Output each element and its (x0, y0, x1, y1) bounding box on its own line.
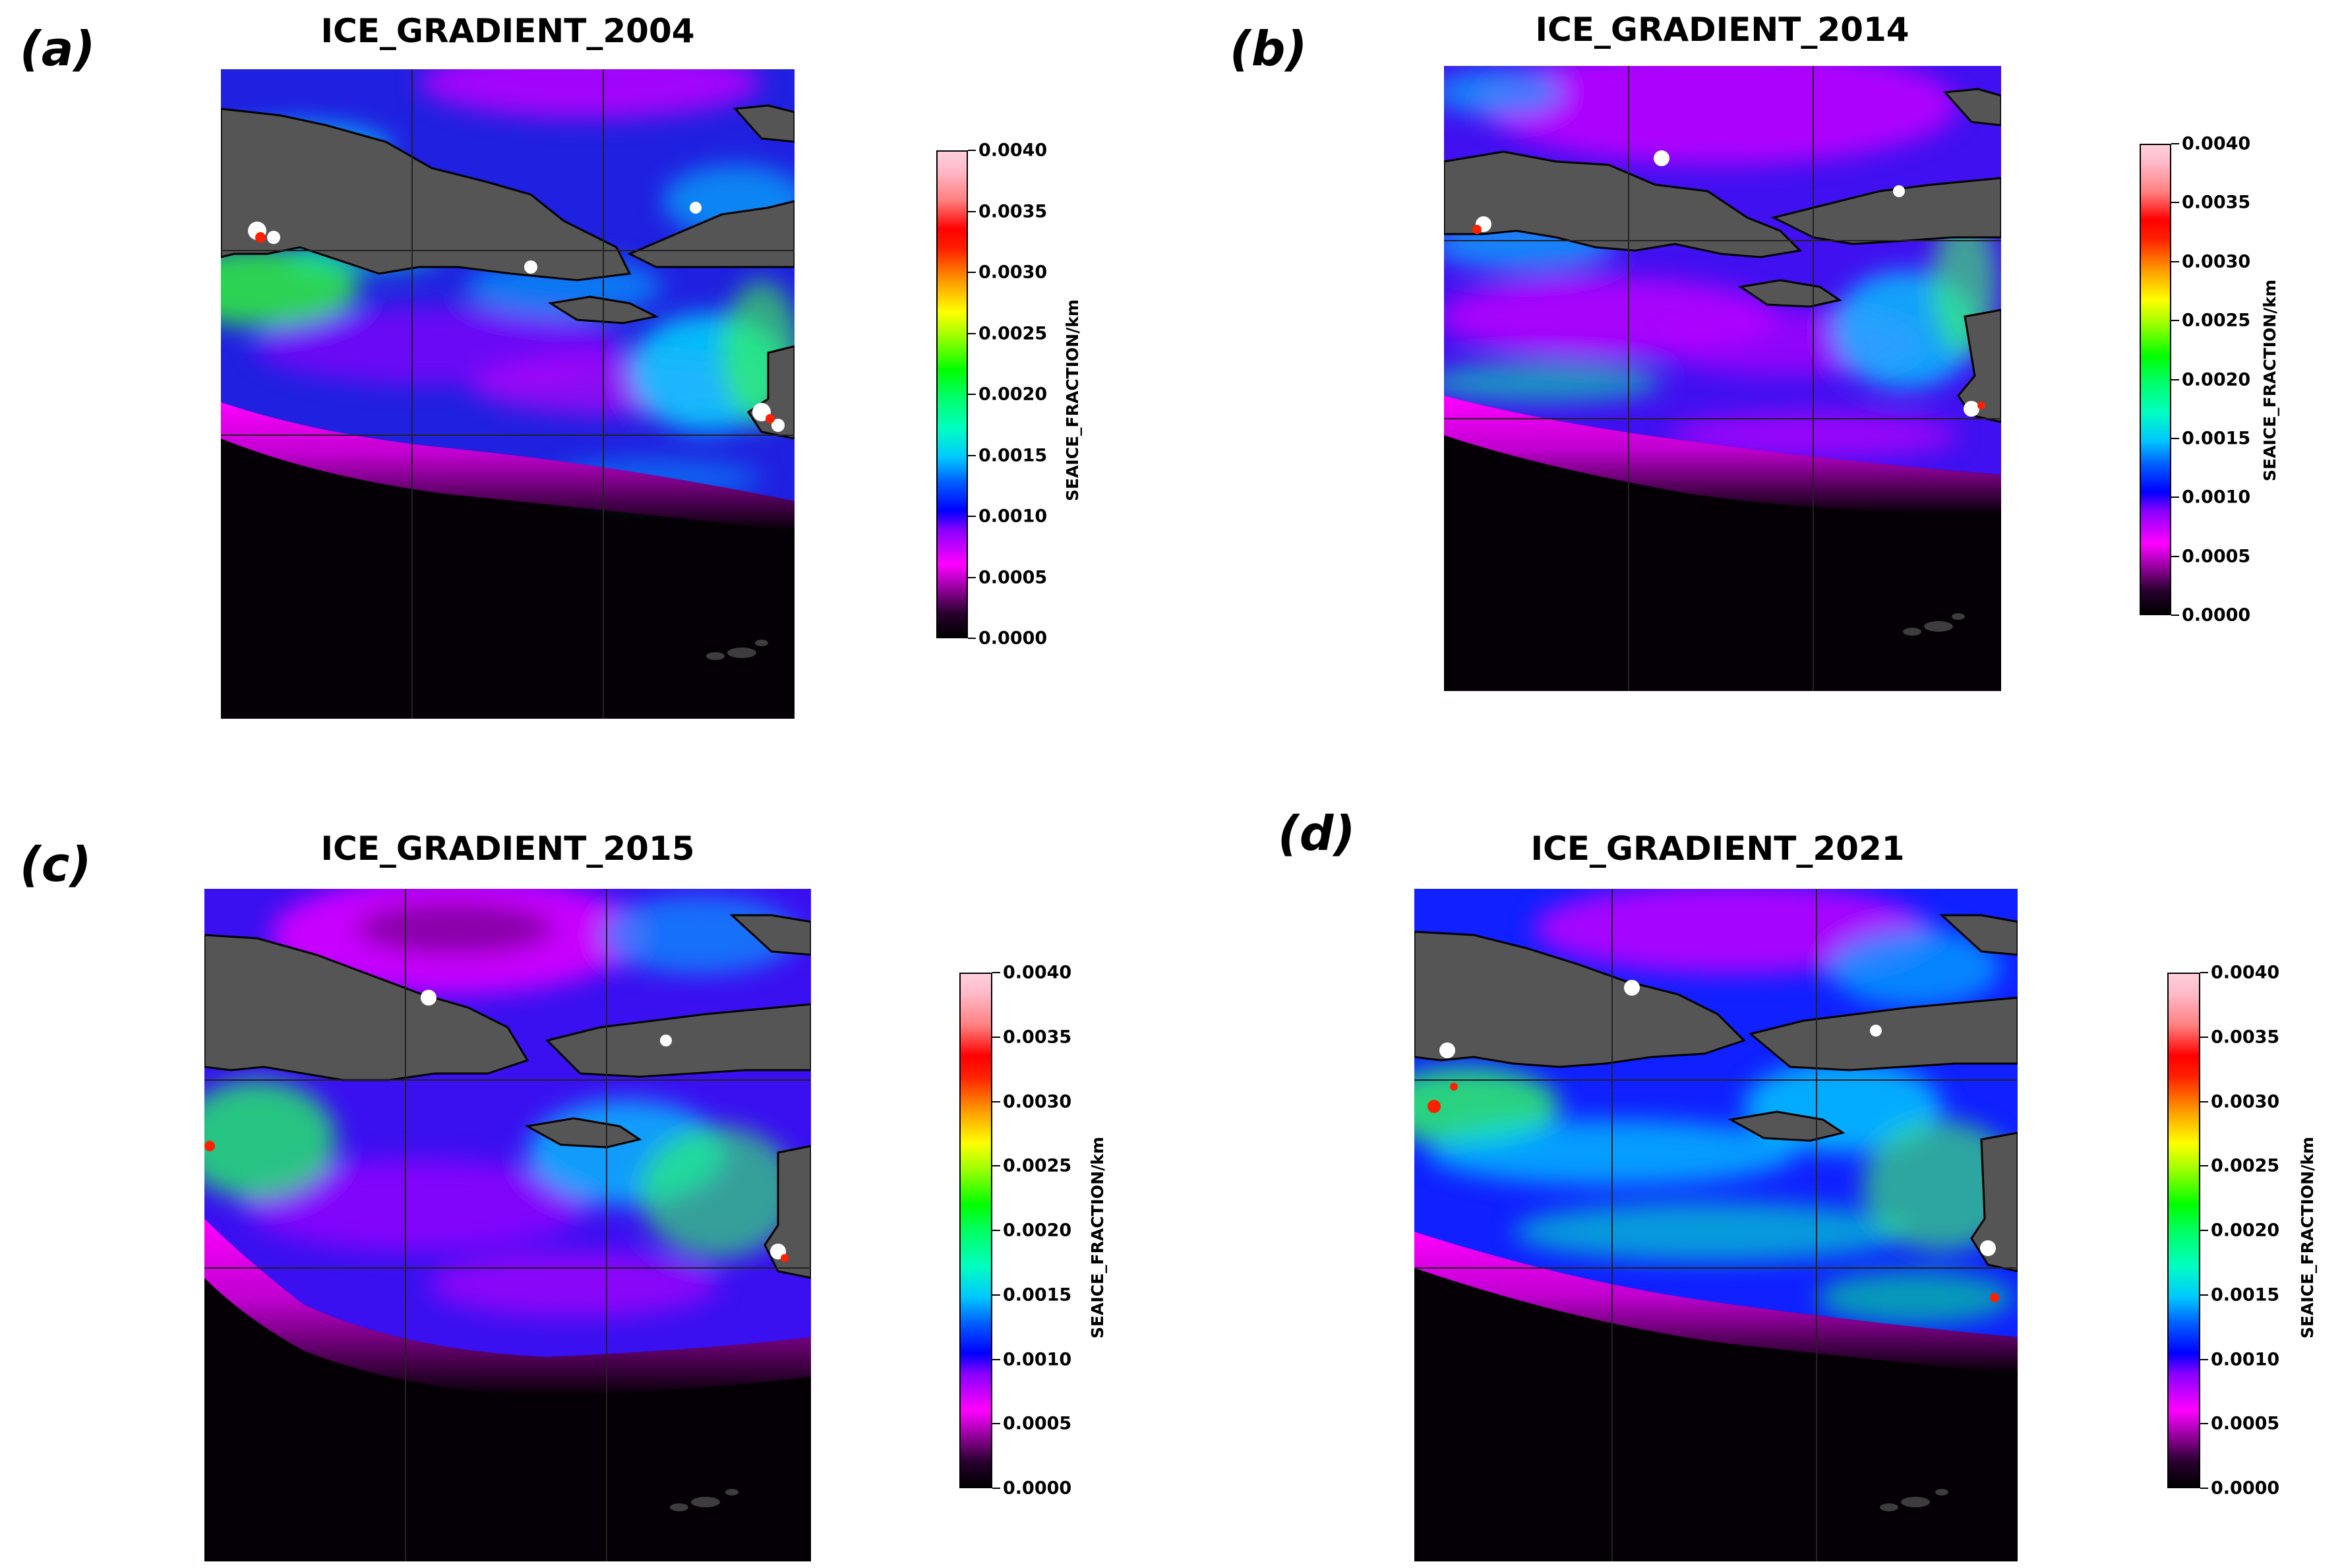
colorbar-tick-label-c-8: 0.0040 (1003, 962, 1072, 983)
colorbar-tick-d-6 (2200, 1101, 2208, 1102)
colorbar-tick-label-c-5: 0.0025 (1003, 1155, 1072, 1176)
colorbar-tick-c-4 (992, 1230, 1000, 1231)
ice-gradient-field-c (204, 889, 811, 1561)
colorbar-tick-label-a-3: 0.0015 (978, 445, 1048, 466)
colorbar-tick-label-d-5: 0.0025 (2211, 1155, 2280, 1176)
panel-title-a: ICE_GRADIENT_2004 (320, 12, 695, 50)
colorbar-tick-label-b-4: 0.0020 (2182, 369, 2251, 390)
colorbar-tick-d-2 (2200, 1358, 2208, 1360)
colorbar-tick-a-7 (968, 210, 976, 212)
panel-label-d: (d) (1278, 806, 1356, 861)
colorbar-tick-c-2 (992, 1358, 1000, 1360)
colorbar-tick-c-8 (992, 972, 1000, 973)
colorbar-tick-c-1 (992, 1423, 1000, 1425)
colorbar-tick-label-c-1: 0.0005 (1003, 1413, 1072, 1434)
panel-title-d: ICE_GRADIENT_2021 (1530, 829, 1905, 868)
colorbar-tick-label-d-2: 0.0010 (2211, 1349, 2280, 1370)
colorbar-tick-label-d-0: 0.0000 (2211, 1478, 2280, 1499)
colorbar-tick-c-5 (992, 1165, 1000, 1167)
colorbar-tick-label-c-0: 0.0000 (1003, 1478, 1072, 1499)
colorbar-tick-label-a-2: 0.0010 (978, 506, 1048, 527)
colorbar-tick-label-b-1: 0.0005 (2182, 546, 2251, 567)
colorbar-label-b: SEAICE_FRACTION/km (2260, 279, 2279, 481)
colorbar-tick-a-0 (968, 638, 976, 639)
colorbar-label-d: SEAICE_FRACTION/km (2298, 1136, 2317, 1339)
panel-title-c: ICE_GRADIENT_2015 (320, 829, 695, 868)
colorbar-tick-b-5 (2171, 320, 2179, 322)
ice-gradient-field-a (221, 69, 795, 719)
colorbar-tick-d-0 (2200, 1488, 2208, 1489)
colorbar-tick-a-6 (968, 272, 976, 273)
colorbar-tick-label-a-1: 0.0005 (978, 567, 1048, 588)
colorbar-tick-d-3 (2200, 1294, 2208, 1296)
colorbar-tick-b-2 (2171, 497, 2179, 498)
colorbar-tick-label-d-8: 0.0040 (2211, 962, 2280, 983)
colorbar-label-a: SEAICE_FRACTION/km (1063, 299, 1082, 501)
colorbar-tick-a-8 (968, 150, 976, 151)
colorbar-tick-label-c-2: 0.0010 (1003, 1349, 1072, 1370)
colorbar-tick-label-b-3: 0.0015 (2182, 428, 2251, 449)
colorbar-c (959, 973, 992, 1488)
colorbar-tick-label-a-8: 0.0040 (978, 140, 1048, 161)
colorbar-tick-label-b-5: 0.0025 (2182, 310, 2251, 331)
colorbar-label-c: SEAICE_FRACTION/km (1088, 1136, 1107, 1339)
colorbar-tick-label-c-6: 0.0030 (1003, 1091, 1072, 1112)
colorbar-tick-a-1 (968, 576, 976, 578)
colorbar-tick-d-1 (2200, 1423, 2208, 1425)
colorbar-tick-c-7 (992, 1036, 1000, 1038)
colorbar-tick-b-6 (2171, 260, 2179, 262)
map-d (1414, 889, 2018, 1561)
panel-label-c: (c) (20, 837, 92, 892)
colorbar-tick-label-d-3: 0.0015 (2211, 1284, 2280, 1306)
colorbar-d (2167, 973, 2200, 1488)
panel-label-a: (a) (20, 21, 96, 76)
colorbar-tick-label-a-6: 0.0030 (978, 262, 1048, 283)
colorbar-tick-label-b-7: 0.0035 (2182, 192, 2251, 213)
colorbar-tick-label-c-7: 0.0035 (1003, 1027, 1072, 1048)
colorbar-tick-a-5 (968, 332, 976, 334)
colorbar-tick-c-0 (992, 1488, 1000, 1489)
colorbar-tick-label-d-7: 0.0035 (2211, 1027, 2280, 1048)
colorbar-tick-label-d-6: 0.0030 (2211, 1091, 2280, 1112)
map-a (221, 69, 795, 719)
colorbar-tick-b-1 (2171, 555, 2179, 557)
colorbar-tick-label-c-3: 0.0015 (1003, 1284, 1072, 1306)
colorbar-tick-a-3 (968, 454, 976, 456)
ice-gradient-field-d (1414, 889, 2018, 1561)
colorbar-tick-a-4 (968, 394, 976, 395)
colorbar-tick-label-b-8: 0.0040 (2182, 133, 2251, 154)
colorbar-tick-label-b-2: 0.0010 (2182, 487, 2251, 508)
colorbar-tick-b-7 (2171, 202, 2179, 204)
colorbar-tick-label-d-4: 0.0020 (2211, 1220, 2280, 1241)
colorbar-tick-label-c-4: 0.0020 (1003, 1220, 1072, 1241)
colorbar-tick-label-b-6: 0.0030 (2182, 251, 2251, 272)
colorbar-tick-b-4 (2171, 378, 2179, 380)
colorbar-tick-d-8 (2200, 972, 2208, 973)
colorbar-tick-a-2 (968, 516, 976, 517)
colorbar-tick-label-a-7: 0.0035 (978, 201, 1048, 222)
colorbar-tick-d-5 (2200, 1165, 2208, 1167)
colorbar-tick-c-3 (992, 1294, 1000, 1296)
map-b (1444, 66, 2001, 691)
colorbar-tick-label-a-0: 0.0000 (978, 628, 1048, 649)
colorbar-tick-c-6 (992, 1101, 1000, 1102)
map-c (204, 889, 811, 1561)
ice-gradient-field-b (1444, 66, 2001, 691)
colorbar-tick-d-4 (2200, 1230, 2208, 1231)
colorbar-a (936, 150, 968, 638)
colorbar-tick-d-7 (2200, 1036, 2208, 1038)
colorbar-tick-label-b-0: 0.0000 (2182, 605, 2251, 626)
colorbar-tick-label-a-4: 0.0020 (978, 384, 1048, 405)
colorbar-tick-label-a-5: 0.0025 (978, 323, 1048, 344)
panel-label-b: (b) (1230, 21, 1307, 76)
colorbar-tick-b-0 (2171, 615, 2179, 616)
panel-title-b: ICE_GRADIENT_2014 (1535, 11, 1909, 49)
colorbar-b (2140, 144, 2171, 615)
colorbar-tick-b-8 (2171, 143, 2179, 144)
colorbar-tick-b-3 (2171, 437, 2179, 439)
colorbar-tick-label-d-1: 0.0005 (2211, 1413, 2280, 1434)
